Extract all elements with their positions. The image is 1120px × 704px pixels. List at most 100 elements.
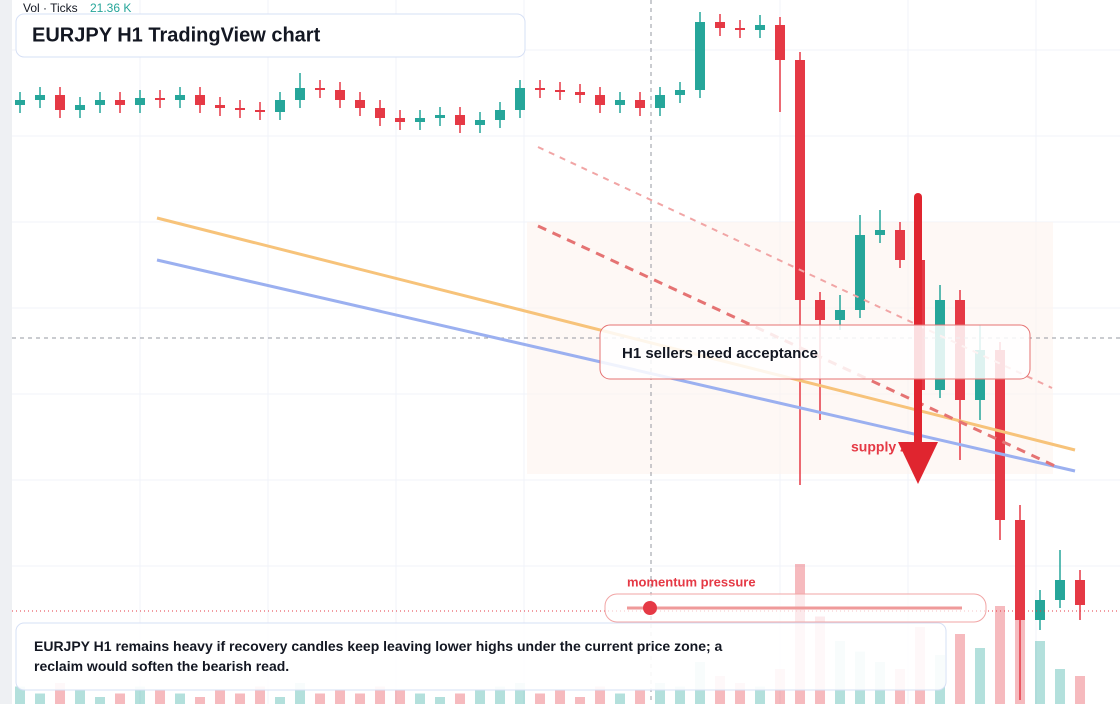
- candle-body: [15, 100, 25, 105]
- candle-body: [515, 88, 525, 110]
- candle-body: [815, 300, 825, 320]
- candle-body: [895, 230, 905, 260]
- volume-bar: [1075, 676, 1085, 704]
- candle-body: [675, 90, 685, 95]
- candle-body: [335, 90, 345, 100]
- volume-bar: [295, 683, 305, 704]
- candle-body: [255, 110, 265, 112]
- candle-body: [115, 100, 125, 105]
- volume-bar: [95, 697, 105, 704]
- candle-body: [155, 98, 165, 100]
- volume-bar: [155, 690, 165, 704]
- title-box: [15, 13, 526, 58]
- volume-bar: [115, 693, 125, 704]
- volume-bar: [615, 693, 625, 704]
- candle-body: [715, 22, 725, 28]
- candle-body: [695, 22, 705, 90]
- volume-bar: [1055, 669, 1065, 704]
- candle-body: [95, 100, 105, 105]
- arrow-head: [898, 442, 938, 484]
- candle-body: [875, 230, 885, 235]
- note-text: EURJPY H1 remains heavy if recovery cand…: [34, 638, 723, 674]
- volume-value: 21.36 K: [90, 1, 131, 15]
- momentum-knob: [643, 601, 657, 615]
- candle-body: [55, 95, 65, 110]
- annotation: momentum pressure: [627, 574, 756, 589]
- candle-body: [35, 95, 45, 100]
- candle-body: [735, 28, 745, 30]
- candle-body: [175, 95, 185, 100]
- candle-body: [455, 115, 465, 125]
- volume-bar: [515, 683, 525, 704]
- candle-body: [995, 350, 1005, 520]
- candle-body: [315, 88, 325, 90]
- note-box: [15, 622, 947, 691]
- volume-bar: [535, 693, 545, 704]
- volume-bar: [1035, 641, 1045, 704]
- candle-body: [615, 100, 625, 105]
- volume-bar: [995, 606, 1005, 704]
- volume-bar: [975, 648, 985, 704]
- volume-bar: [215, 690, 225, 704]
- candle-body: [435, 115, 445, 118]
- volume-bar: [575, 697, 585, 704]
- volume-bar: [635, 690, 645, 704]
- candle-body: [755, 25, 765, 30]
- volume-bar: [495, 686, 505, 704]
- volume-bar: [55, 683, 65, 704]
- volume-bar: [415, 693, 425, 704]
- candle-body: [215, 105, 225, 108]
- candle-body: [535, 88, 545, 90]
- candle-body: [135, 98, 145, 105]
- candle-body: [415, 118, 425, 122]
- candle-body: [275, 100, 285, 112]
- annotation: H1 sellers need acceptance: [622, 345, 818, 362]
- volume-bar: [335, 690, 345, 704]
- volume-bar: [955, 634, 965, 704]
- candle-body: [1055, 580, 1065, 600]
- volume-bar: [675, 686, 685, 704]
- candle-body: [355, 100, 365, 108]
- candle-body: [475, 120, 485, 125]
- volume-bar: [555, 690, 565, 704]
- candle-body: [635, 100, 645, 108]
- candle-body: [835, 310, 845, 320]
- volume-bar: [595, 686, 605, 704]
- volume-bar: [135, 686, 145, 704]
- candle-body: [655, 95, 665, 108]
- volume-bar: [15, 686, 25, 704]
- candle-body: [1075, 580, 1085, 605]
- candle-body: [495, 110, 505, 120]
- candle-body: [775, 25, 785, 60]
- candle-body: [195, 95, 205, 105]
- candle-body: [1015, 520, 1025, 620]
- volume-bar: [735, 683, 745, 704]
- volume-bar: [435, 697, 445, 704]
- candle-body: [595, 95, 605, 105]
- volume-bar: [315, 693, 325, 704]
- volume-bar: [275, 697, 285, 704]
- annotation-box: [599, 324, 1031, 380]
- candle-body: [575, 92, 585, 95]
- candle-body: [855, 235, 865, 310]
- candle-body: [555, 90, 565, 92]
- volume-bar: [175, 693, 185, 704]
- volume-bar: [195, 697, 205, 704]
- candle-body: [1035, 600, 1045, 620]
- volume-bar: [755, 686, 765, 704]
- candle-body: [395, 118, 405, 122]
- chart-title: EURJPY H1 TradingView chart: [32, 24, 321, 46]
- candle-body: [75, 105, 85, 110]
- left-strip: [0, 0, 12, 704]
- volume-bar: [475, 690, 485, 704]
- candle-body: [295, 88, 305, 100]
- volume-bar: [255, 686, 265, 704]
- volume-bar: [375, 686, 385, 704]
- volume-bar: [35, 693, 45, 704]
- candle-body: [795, 60, 805, 300]
- volume-bar: [655, 683, 665, 704]
- note-container: EURJPY H1 remains heavy if recovery cand…: [34, 638, 723, 674]
- volume-bar: [235, 693, 245, 704]
- volume-label: Vol · Ticks: [23, 1, 78, 15]
